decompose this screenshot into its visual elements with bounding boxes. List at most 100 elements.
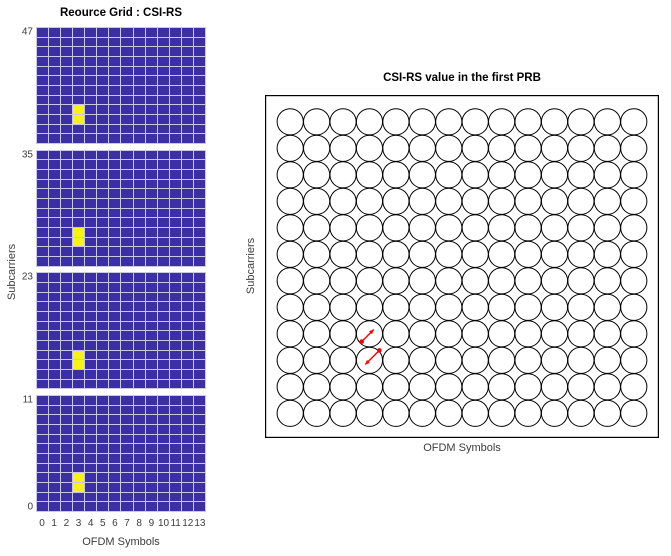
resource-element-cell <box>37 247 49 256</box>
resource-element-cell <box>97 124 109 134</box>
resource-element-cell <box>85 66 97 76</box>
resource-element-cell <box>61 256 73 266</box>
resource-element-cell <box>145 37 157 47</box>
resource-element-cell <box>85 218 97 227</box>
resource-element-cell <box>193 169 205 179</box>
resource-element-cell <box>133 482 145 492</box>
resource-element-cell <box>37 360 49 369</box>
re-circle <box>435 108 463 136</box>
resource-element-cell <box>85 208 97 218</box>
re-circle <box>461 267 489 295</box>
resource-element-cell <box>85 105 97 114</box>
resource-element-cell <box>85 169 97 179</box>
resource-element-cell <box>97 227 109 237</box>
resource-element-cell <box>157 47 169 56</box>
resource-element-cell <box>193 218 205 227</box>
resource-element-cell <box>97 189 109 198</box>
resource-element-cell <box>85 28 97 37</box>
resource-element-cell <box>169 379 181 389</box>
re-circle <box>435 346 463 374</box>
resource-element-cell <box>61 340 73 350</box>
resource-element-cell <box>133 444 145 453</box>
resource-element-cell <box>133 28 145 37</box>
resource-element-cell <box>157 473 169 482</box>
resource-element-cell <box>157 482 169 492</box>
resource-element-cell <box>121 227 133 237</box>
resource-element-cell <box>109 115 121 124</box>
resource-element-cell <box>157 256 169 266</box>
resource-element-cell <box>49 115 61 124</box>
re-circle <box>593 214 621 242</box>
resource-element-cell <box>145 321 157 331</box>
resource-element-cell <box>133 247 145 256</box>
resource-element-cell <box>121 124 133 134</box>
resource-element-cell <box>97 340 109 350</box>
resource-element-cell <box>181 473 193 482</box>
resource-element-cell <box>109 95 121 105</box>
re-circle <box>567 187 595 215</box>
re-circle <box>303 293 331 321</box>
resource-element-cell <box>181 395 193 405</box>
resource-element-cell <box>169 198 181 208</box>
resource-element-cell <box>73 86 85 95</box>
resource-element-cell <box>61 463 73 473</box>
re-circle <box>567 240 595 268</box>
resource-element-cell <box>145 273 157 282</box>
resource-element-cell <box>121 95 133 105</box>
resource-element-cell <box>85 237 97 247</box>
resource-element-cell <box>133 218 145 227</box>
resource-element-cell <box>193 37 205 47</box>
resource-element-cell <box>97 150 109 160</box>
resource-element-cell <box>157 198 169 208</box>
resource-element-cell <box>181 198 193 208</box>
re-circle <box>303 134 331 162</box>
resource-element-cell <box>109 415 121 424</box>
re-circle <box>514 399 542 427</box>
resource-element-cell <box>73 218 85 227</box>
resource-element-cell <box>49 150 61 160</box>
resource-element-cell <box>169 292 181 302</box>
resource-element-cell <box>85 369 97 379</box>
resource-element-cell <box>193 350 205 360</box>
resource-element-cell <box>193 424 205 434</box>
resource-element-cell <box>37 395 49 405</box>
resource-element-cell <box>121 57 133 66</box>
resource-element-cell <box>61 86 73 95</box>
resource-element-cell <box>49 95 61 105</box>
resource-element-cell <box>181 379 193 389</box>
csirs-vector-arrowhead <box>369 329 374 335</box>
resource-element-cell <box>157 350 169 360</box>
resource-element-cell <box>49 444 61 453</box>
resource-element-cell <box>145 302 157 311</box>
resource-element-cell <box>97 208 109 218</box>
resource-element-cell <box>97 473 109 482</box>
resource-element-cell <box>109 463 121 473</box>
re-circle <box>593 373 621 401</box>
re-circle <box>514 214 542 242</box>
resource-grid-xlabel: OFDM Symbols <box>82 536 160 548</box>
resource-element-cell <box>109 302 121 311</box>
resource-element-cell <box>85 331 97 340</box>
re-circle <box>408 267 436 295</box>
resource-element-cell <box>145 415 157 424</box>
resource-element-cell <box>193 76 205 85</box>
prb-block <box>36 394 206 512</box>
resource-element-cell <box>121 37 133 47</box>
resource-element-cell <box>193 273 205 282</box>
resource-element-cell <box>133 331 145 340</box>
resource-element-cell <box>169 492 181 502</box>
resource-element-cell <box>109 247 121 256</box>
resource-element-cell <box>181 150 193 160</box>
resource-element-cell <box>49 247 61 256</box>
resource-element-cell <box>193 237 205 247</box>
resource-element-cell <box>193 160 205 169</box>
resource-element-cell <box>181 86 193 95</box>
resource-element-cell <box>193 434 205 444</box>
resource-element-cell <box>73 95 85 105</box>
re-circle <box>408 187 436 215</box>
resource-element-cell <box>109 76 121 85</box>
resource-element-cell <box>37 237 49 247</box>
resource-element-cell <box>157 453 169 463</box>
resource-element-cell <box>37 302 49 311</box>
resource-element-cell <box>61 379 73 389</box>
